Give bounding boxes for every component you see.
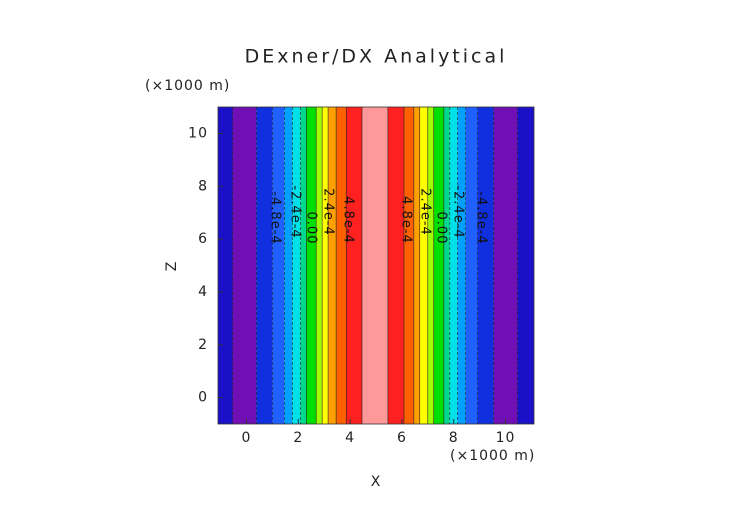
color-band (328, 107, 337, 424)
color-band (306, 107, 317, 424)
color-band (433, 107, 444, 424)
y-axis-label: Z (164, 261, 180, 272)
contour-label: 4.8e-4 (399, 196, 414, 244)
color-band (449, 107, 458, 424)
color-band (387, 107, 404, 424)
color-band (316, 107, 323, 424)
chart-title: DExner/DX Analytical (245, 46, 508, 68)
contour-label: -4.8e-4 (474, 191, 489, 244)
y-tick-label: 2 (198, 337, 208, 353)
x-tick-label: 6 (397, 430, 407, 446)
color-band (232, 107, 257, 424)
y-tick-label: 6 (198, 231, 208, 247)
axes-frame (217, 106, 535, 425)
y-unit: (×1000 m) (145, 78, 230, 94)
color-band (465, 107, 478, 424)
color-band (346, 107, 363, 424)
color-band (284, 107, 293, 424)
color-band (362, 107, 388, 424)
contour-label: -2.4e-4 (288, 185, 303, 238)
y-tick-label: 4 (198, 284, 208, 300)
color-band (322, 107, 329, 424)
contour-label: 2.4e-4 (418, 188, 433, 236)
color-band (443, 107, 450, 424)
x-axis-label: X (371, 474, 382, 490)
color-band (403, 107, 414, 424)
contour-label: 2.4e-4 (321, 188, 336, 236)
contour-label: 0.00 (434, 212, 449, 245)
color-band (493, 107, 518, 424)
color-band (300, 107, 307, 424)
x-tick-label: 8 (449, 430, 459, 446)
contour-label: 4.8e-4 (341, 196, 356, 244)
x-tick-label: 0 (242, 430, 252, 446)
color-band (427, 107, 434, 424)
contour-label: 0.00 (304, 212, 319, 245)
color-band (413, 107, 420, 424)
contour-label: -2.4e-4 (451, 185, 466, 238)
color-band (477, 107, 494, 424)
color-band (419, 107, 428, 424)
color-band (457, 107, 466, 424)
x-unit: (×1000 m) (450, 448, 535, 464)
color-band (272, 107, 285, 424)
color-band (218, 107, 233, 424)
color-band (517, 107, 534, 424)
x-tick-label: 10 (496, 430, 516, 446)
y-tick-label: 0 (198, 390, 208, 406)
color-band (256, 107, 273, 424)
x-tick-label: 4 (345, 430, 355, 446)
contour-label: -4.8e-4 (268, 191, 283, 244)
x-tick-label: 2 (293, 430, 303, 446)
y-tick-label: 8 (198, 178, 208, 194)
color-band (336, 107, 347, 424)
y-tick-label: 10 (188, 125, 208, 141)
color-band (292, 107, 301, 424)
